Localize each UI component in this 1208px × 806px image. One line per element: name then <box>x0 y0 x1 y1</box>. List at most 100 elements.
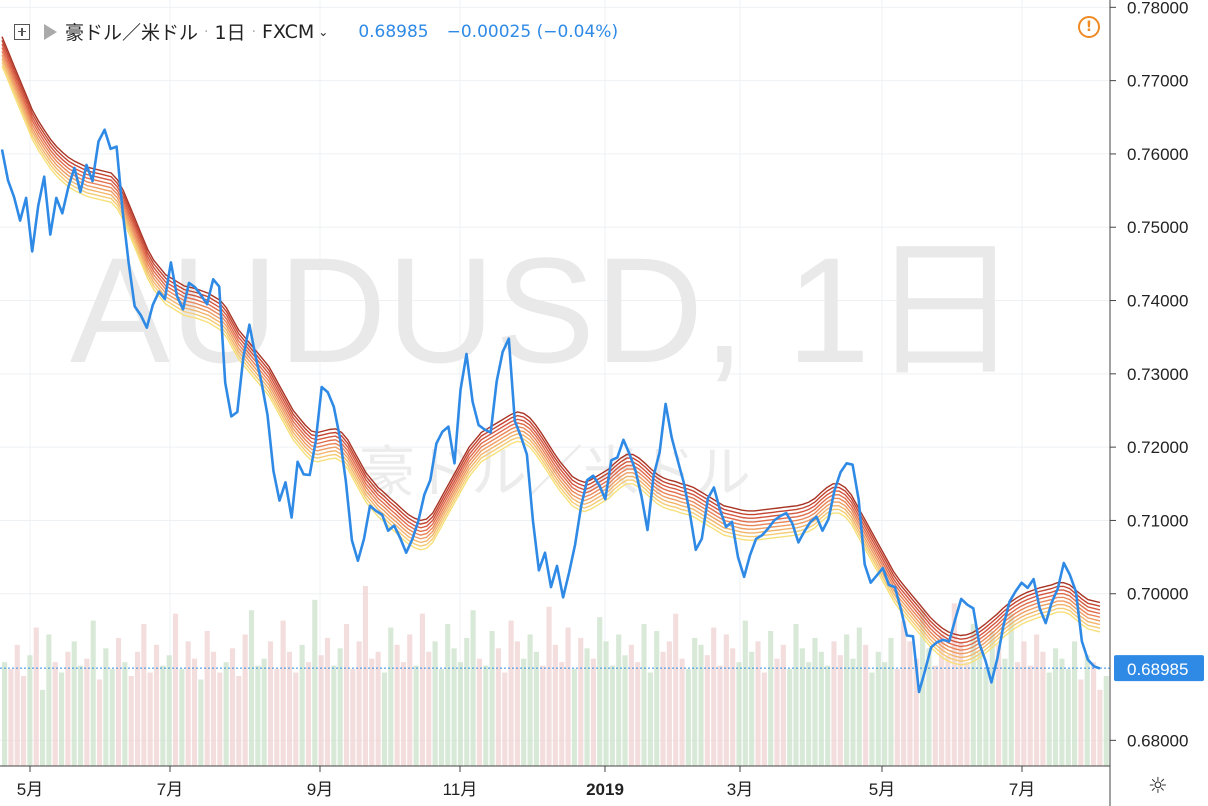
volume-bar <box>350 669 356 766</box>
ribbon-line <box>1 43 1101 644</box>
x-tick-label: 3月 <box>727 780 753 799</box>
volume-bar <box>869 672 875 766</box>
volume-bar <box>103 648 109 766</box>
x-tick-label: 9月 <box>307 780 333 799</box>
chevron-down-icon[interactable]: ⌄ <box>318 24 329 39</box>
volume-bar <box>65 651 71 766</box>
volume-bar <box>812 637 818 766</box>
volume-bar <box>267 641 274 766</box>
x-tick-label: 5月 <box>869 780 895 799</box>
volume-bar <box>134 651 141 766</box>
volume-bar <box>964 662 970 766</box>
volume-bar <box>293 672 299 766</box>
volume-bar <box>932 665 938 766</box>
volume-bar <box>628 644 634 766</box>
volume-bar <box>160 665 166 766</box>
symbol-name[interactable]: 豪ドル／米ドル <box>65 22 199 44</box>
volume-bar <box>217 672 223 766</box>
volume-bar <box>888 637 894 766</box>
volume-bar <box>388 627 394 766</box>
add-symbol-icon[interactable] <box>14 23 30 40</box>
volume-bar <box>84 658 90 766</box>
volume-bar <box>286 651 293 766</box>
price-line <box>0 128 1101 694</box>
volume-bar <box>381 672 388 766</box>
volume-bar <box>464 637 470 766</box>
volume-bar <box>584 648 590 766</box>
volume-bar <box>1097 689 1103 766</box>
volume-bar <box>394 644 400 766</box>
volume-bar <box>704 655 710 766</box>
volume-bar <box>983 669 989 766</box>
volume-bar <box>153 644 160 766</box>
volume-bar <box>521 658 527 766</box>
price-change: −0.00025 (−0.04%) <box>446 21 619 42</box>
last-price-tag <box>1114 655 1204 682</box>
volume-bar <box>761 672 767 766</box>
volume-bar <box>52 662 58 766</box>
volume-bar <box>1065 669 1071 766</box>
volume-bar <box>1008 613 1014 766</box>
volume-bar <box>514 641 520 766</box>
volume-bar <box>375 651 381 766</box>
volume-bar <box>413 665 419 766</box>
volume-bar <box>1046 672 1052 766</box>
volume-bar <box>438 669 444 766</box>
volume-bar <box>552 644 558 766</box>
volume-bar <box>356 641 362 766</box>
volume-bar <box>432 641 438 766</box>
volume-bar <box>2 662 8 766</box>
volume-bar <box>90 620 96 766</box>
volume-bar <box>616 634 622 766</box>
x-tick-label: 7月 <box>1009 780 1035 799</box>
volume-bar <box>191 658 198 766</box>
volume-bar <box>96 679 103 766</box>
volume-bar <box>1015 662 1021 766</box>
volume-bar <box>723 634 729 766</box>
y-tick-label: 0.75000 <box>1127 218 1188 237</box>
volume-bar <box>799 648 805 766</box>
volume-bar <box>844 634 850 766</box>
volume-bar <box>419 613 426 766</box>
volume-bar <box>255 665 261 766</box>
y-tick-label: 0.73000 <box>1127 365 1188 384</box>
gear-icon[interactable]: ☼ <box>1148 774 1168 799</box>
volume-bar <box>926 648 932 766</box>
volume-bar <box>261 658 267 766</box>
volume-bar <box>559 662 565 766</box>
volume-bar <box>445 624 451 766</box>
interval-label[interactable]: 1日 <box>214 22 246 44</box>
volume-bar <box>71 641 77 766</box>
volume-bar <box>198 679 204 766</box>
volume-bar <box>20 676 27 766</box>
volume-bar <box>248 610 255 766</box>
alert-icon[interactable]: ! <box>1078 16 1100 38</box>
volume-bar <box>46 634 52 766</box>
y-tick-label: 0.72000 <box>1127 438 1188 457</box>
source-label[interactable]: FXCM <box>262 20 315 43</box>
volume-bar <box>1078 679 1084 766</box>
volume-bar <box>147 672 153 766</box>
volume-bar <box>508 620 514 766</box>
volume-bar <box>343 624 350 766</box>
volume-bar <box>749 651 755 766</box>
volume-bar <box>1027 665 1033 766</box>
volume-bar <box>825 665 831 766</box>
volume-bar <box>692 637 698 766</box>
volume-bar <box>565 627 571 766</box>
volume-bar <box>1034 634 1040 766</box>
volume-bar <box>128 676 134 766</box>
volume-bar <box>451 648 457 766</box>
volume-bar <box>742 620 748 766</box>
volume-bar <box>280 620 286 766</box>
volume-bar <box>666 641 672 766</box>
volume-bar <box>540 665 546 766</box>
flag-icon[interactable] <box>44 23 57 40</box>
y-tick-label: 0.68985 <box>1127 660 1188 679</box>
volume-bar <box>660 651 666 766</box>
volume-bar <box>882 662 888 766</box>
volume-bar <box>502 672 508 766</box>
volume-bar <box>590 658 596 766</box>
volume-bar <box>533 651 539 766</box>
